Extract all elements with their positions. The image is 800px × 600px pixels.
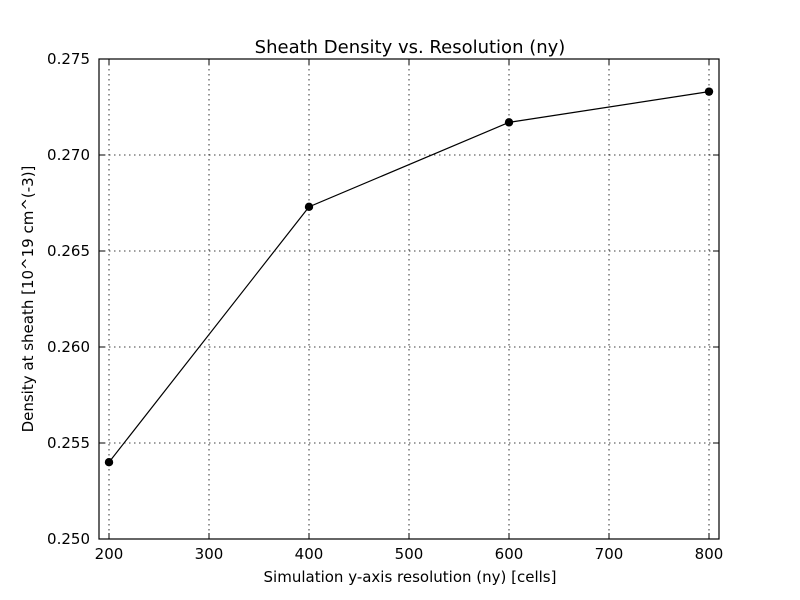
x-tick-label: 800 xyxy=(695,545,724,563)
y-tick-label: 0.255 xyxy=(47,434,90,452)
x-tick-labels: 200 300 400 500 600 700 800 xyxy=(95,545,724,563)
x-tick-label: 400 xyxy=(295,545,324,563)
y-tick-labels: 0.250 0.255 0.260 0.265 0.270 0.275 xyxy=(47,50,90,548)
x-tick-label: 200 xyxy=(95,545,124,563)
y-tick-label: 0.260 xyxy=(47,338,90,356)
y-tick-label: 0.270 xyxy=(47,146,90,164)
data-point xyxy=(704,87,714,96)
x-tick-label: 700 xyxy=(595,545,624,563)
x-tick-label: 500 xyxy=(395,545,424,563)
plot-frame xyxy=(98,58,720,540)
grid xyxy=(99,58,719,540)
chart-title: Sheath Density vs. Resolution (ny) xyxy=(255,37,566,58)
data-point xyxy=(504,118,514,127)
x-tick-label: 300 xyxy=(195,545,224,563)
data-series xyxy=(104,87,714,467)
y-tick-label: 0.275 xyxy=(47,50,90,68)
x-tick-label: 600 xyxy=(495,545,524,563)
y-tick-label: 0.265 xyxy=(47,242,90,260)
y-axis-title: Density at sheath [10^19 cm^(-3)] xyxy=(19,166,37,433)
data-point xyxy=(104,458,114,467)
x-axis-title: Simulation y-axis resolution (ny) [cells… xyxy=(264,568,557,586)
series-line xyxy=(108,91,710,463)
y-tick-label: 0.250 xyxy=(47,530,90,548)
data-point xyxy=(304,202,314,212)
